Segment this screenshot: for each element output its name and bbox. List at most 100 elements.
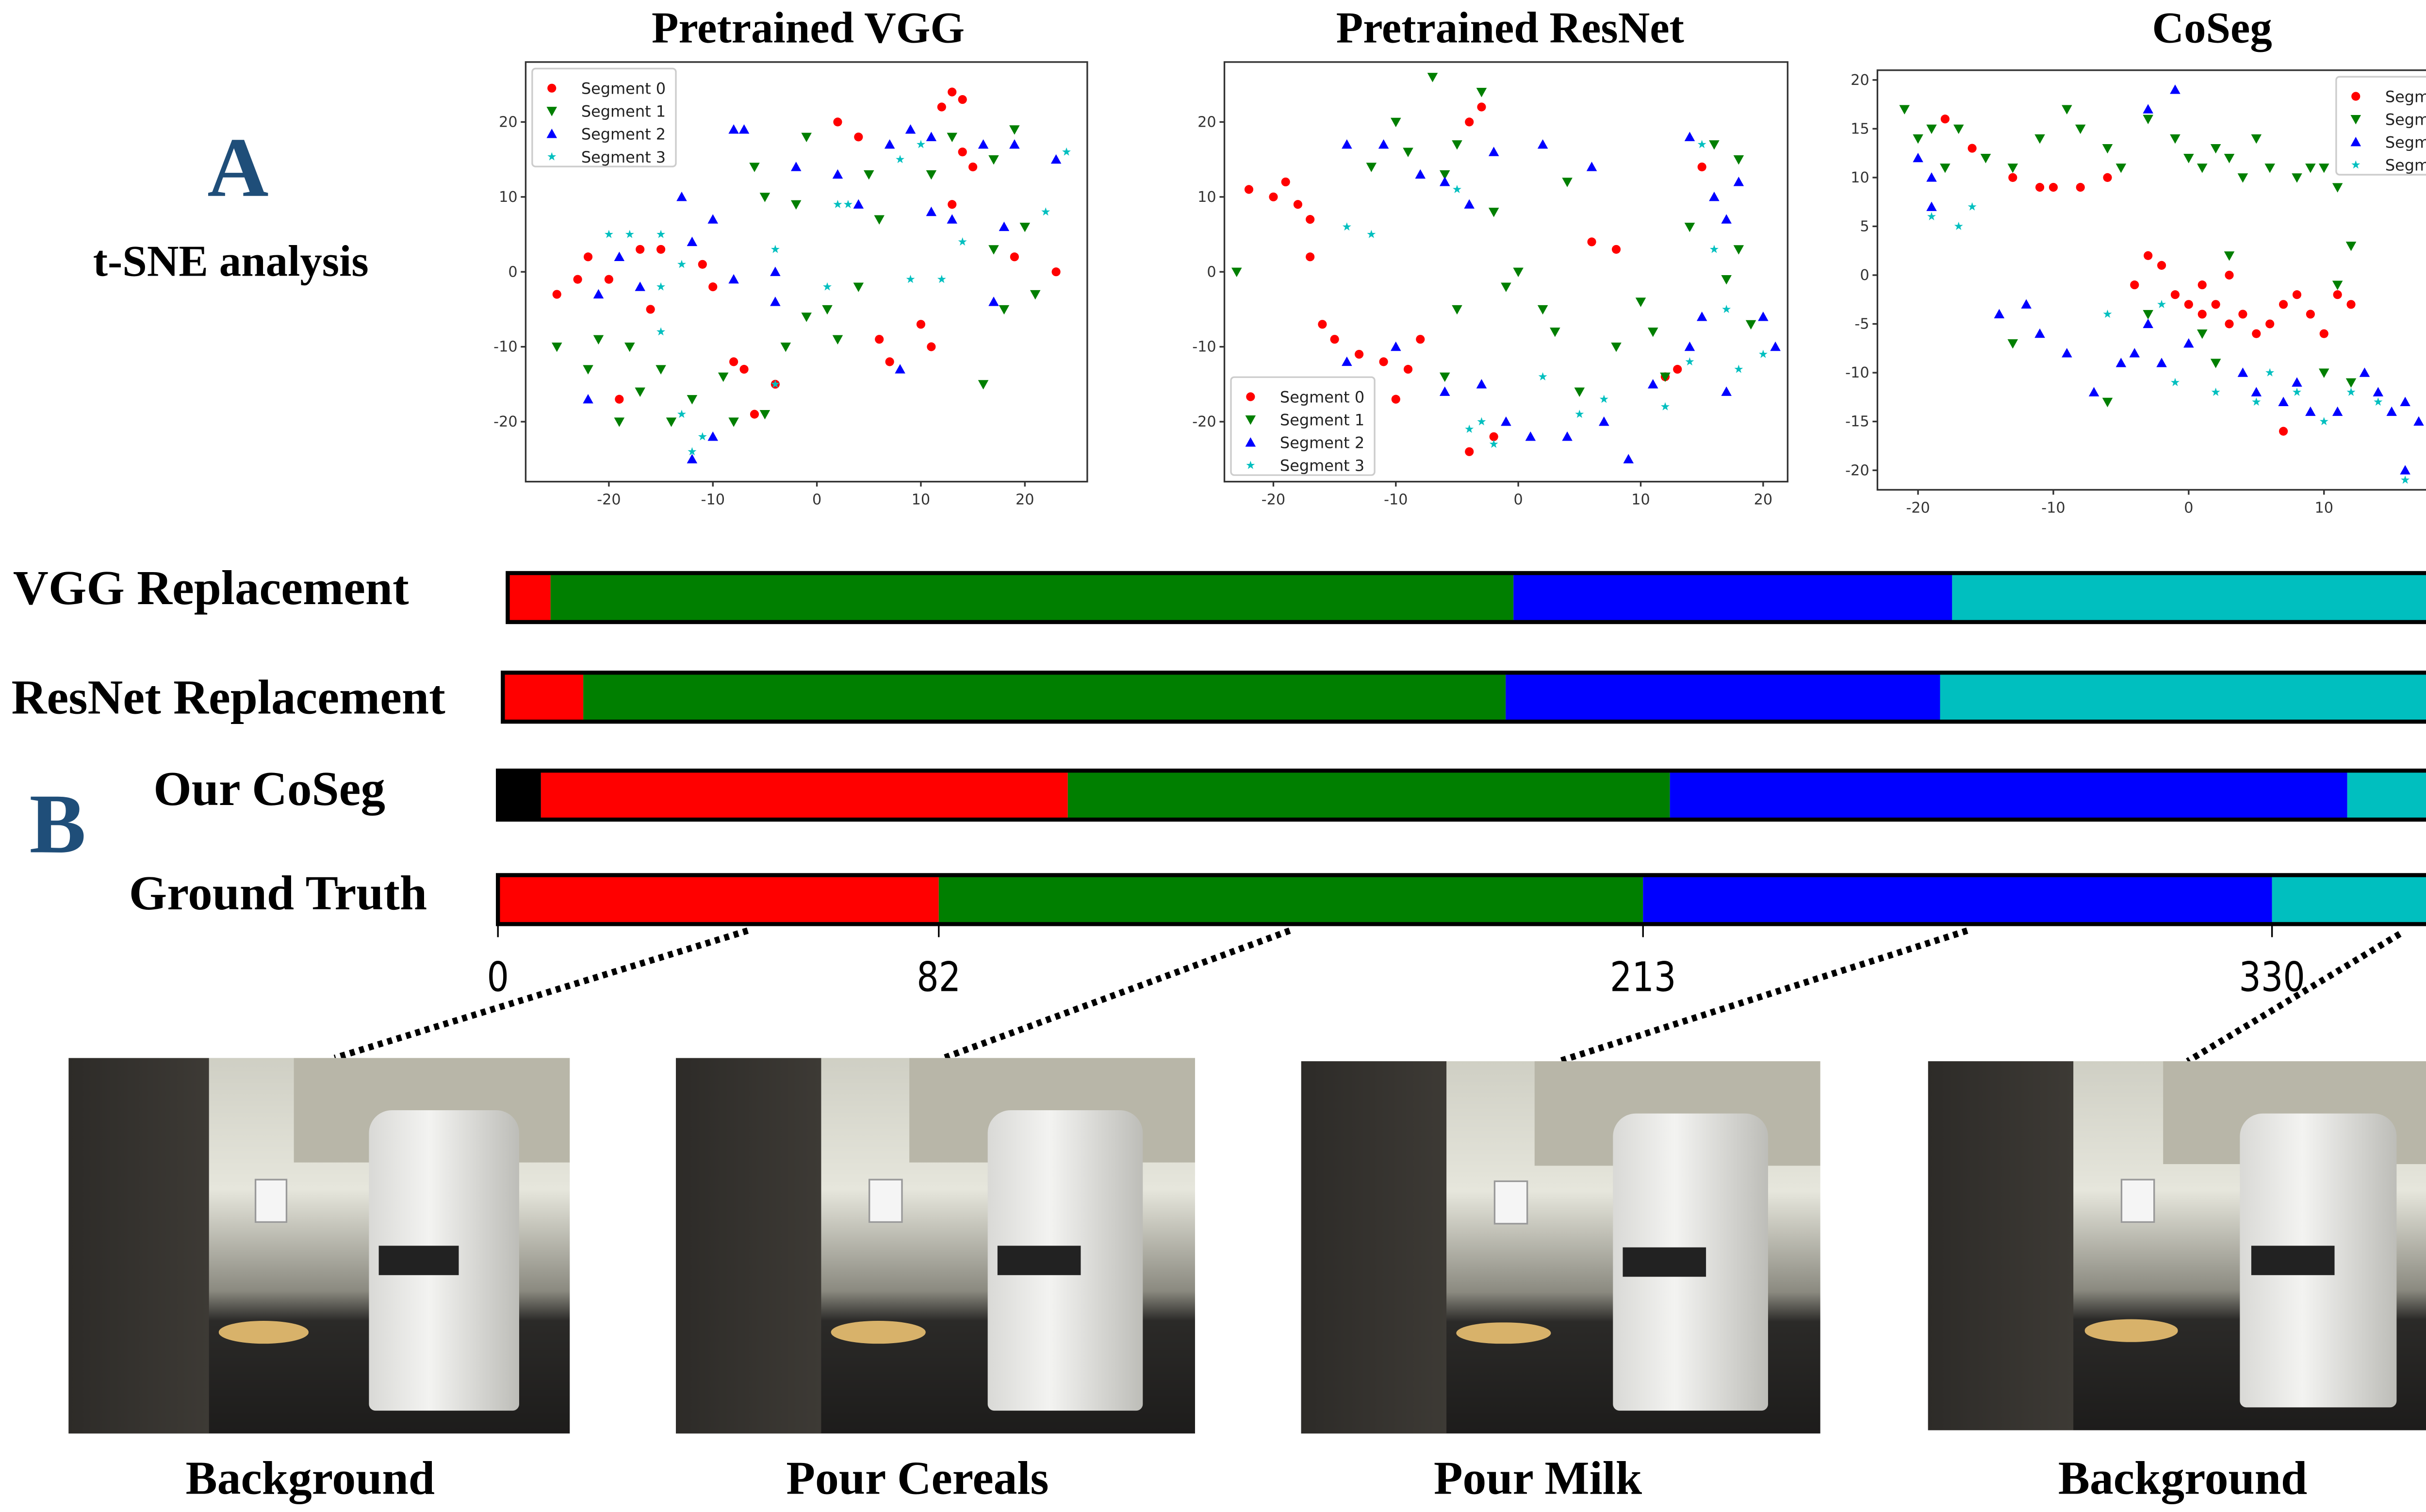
point-segment-2 — [2129, 348, 2140, 358]
point-segment-2 — [728, 124, 739, 134]
point-segment-3 — [1477, 417, 1486, 426]
legend-marker — [1246, 392, 1255, 401]
legend-label: Segment 3 — [2385, 156, 2426, 175]
point-segment-1 — [1745, 320, 1756, 330]
point-segment-0 — [1465, 117, 1474, 127]
point-segment-0 — [646, 305, 655, 314]
point-segment-2 — [1733, 177, 1744, 186]
point-segment-0 — [937, 102, 946, 112]
bar-segment — [1940, 673, 2426, 722]
point-segment-0 — [1587, 237, 1596, 247]
point-segment-2 — [1647, 379, 1658, 389]
point-segment-0 — [1330, 335, 1339, 344]
legend-marker — [547, 83, 557, 93]
point-segment-0 — [2049, 182, 2058, 192]
point-segment-1 — [2318, 164, 2329, 173]
segmentation-bar-1 — [501, 671, 2426, 724]
point-segment-1 — [947, 132, 958, 143]
point-segment-3 — [677, 260, 686, 268]
point-segment-2 — [1758, 312, 1769, 321]
x-tick-label: 10 — [1631, 492, 1650, 509]
point-segment-2 — [2237, 367, 2248, 377]
point-segment-2 — [2088, 387, 2099, 396]
point-segment-1 — [790, 200, 802, 210]
row-label-resnet: ResNet Replacement — [11, 671, 445, 725]
point-segment-3 — [1758, 349, 1768, 358]
point-segment-0 — [2076, 182, 2085, 192]
point-segment-3 — [1722, 305, 1731, 313]
point-segment-0 — [948, 87, 957, 97]
point-segment-0 — [739, 364, 749, 374]
point-segment-0 — [2252, 329, 2261, 338]
point-segment-0 — [2225, 270, 2234, 280]
point-segment-1 — [2062, 105, 2072, 115]
bar-segment — [498, 771, 541, 820]
point-segment-0 — [2184, 300, 2193, 309]
plot-frame — [1876, 69, 2426, 491]
point-segment-1 — [2183, 154, 2194, 164]
point-segment-1 — [2007, 164, 2018, 173]
point-segment-3 — [1734, 364, 1743, 373]
point-segment-3 — [2319, 417, 2328, 426]
point-segment-1 — [780, 343, 791, 352]
point-segment-2 — [2034, 328, 2045, 338]
point-segment-1 — [853, 282, 864, 292]
point-segment-2 — [2305, 406, 2316, 416]
segmentation-bar-3 — [496, 873, 2426, 926]
x-tick-label: 20 — [1754, 492, 1773, 509]
point-segment-1 — [2034, 134, 2045, 144]
y-tick-label: 5 — [1860, 218, 1869, 235]
bar-segment — [541, 771, 1068, 820]
point-segment-3 — [656, 327, 666, 336]
point-segment-2 — [707, 431, 719, 441]
point-segment-1 — [988, 245, 999, 255]
point-segment-3 — [958, 237, 967, 246]
point-segment-1 — [2115, 164, 2127, 173]
point-segment-2 — [2332, 406, 2343, 416]
point-segment-3 — [1599, 394, 1608, 403]
bar-segment — [938, 875, 1643, 924]
legend-box — [1230, 376, 1376, 476]
legend-marker — [1246, 460, 1255, 469]
video-frame-background-1 — [68, 1058, 570, 1434]
point-segment-3 — [656, 230, 666, 238]
point-segment-1 — [1009, 125, 1020, 135]
point-segment-0 — [2144, 251, 2153, 260]
point-segment-2 — [1721, 386, 1732, 396]
point-segment-2 — [2062, 348, 2072, 358]
bar-segment — [2272, 875, 2426, 924]
point-segment-3 — [1927, 212, 1936, 220]
legend-label: Segment 3 — [581, 148, 666, 166]
point-segment-0 — [2103, 173, 2112, 182]
point-segment-0 — [916, 320, 926, 329]
point-segment-3 — [2265, 368, 2275, 377]
point-segment-3 — [1538, 372, 1547, 381]
point-segment-1 — [864, 170, 874, 180]
point-segment-1 — [551, 343, 562, 352]
point-segment-0 — [1244, 185, 1254, 194]
bar-border — [501, 671, 2426, 724]
point-segment-2 — [2400, 465, 2410, 475]
point-segment-3 — [2401, 475, 2410, 484]
point-segment-3 — [770, 379, 780, 388]
y-tick-label: 0 — [1860, 267, 1869, 284]
point-segment-1 — [2332, 183, 2343, 193]
point-segment-1 — [1366, 163, 1377, 172]
point-segment-1 — [635, 387, 645, 397]
panel-a-label: t-SNE analysis — [93, 236, 369, 286]
point-segment-0 — [583, 252, 593, 262]
point-segment-1 — [1488, 208, 1499, 217]
bar-segment — [550, 573, 1514, 622]
point-segment-0 — [1379, 357, 1388, 366]
legend: Segment 0 Segment 1 Segment 2 Segment 3 — [531, 67, 677, 167]
frame-connector-line — [333, 927, 749, 1061]
point-segment-2 — [707, 214, 719, 224]
point-segment-0 — [604, 275, 613, 284]
point-segment-0 — [1391, 394, 1400, 404]
legend-box — [2335, 76, 2426, 176]
point-segment-2 — [1721, 214, 1732, 224]
frame-connector-line — [2186, 931, 2402, 1064]
y-tick-label: -20 — [493, 413, 517, 430]
gt-tick-label: 0 — [487, 954, 508, 1001]
